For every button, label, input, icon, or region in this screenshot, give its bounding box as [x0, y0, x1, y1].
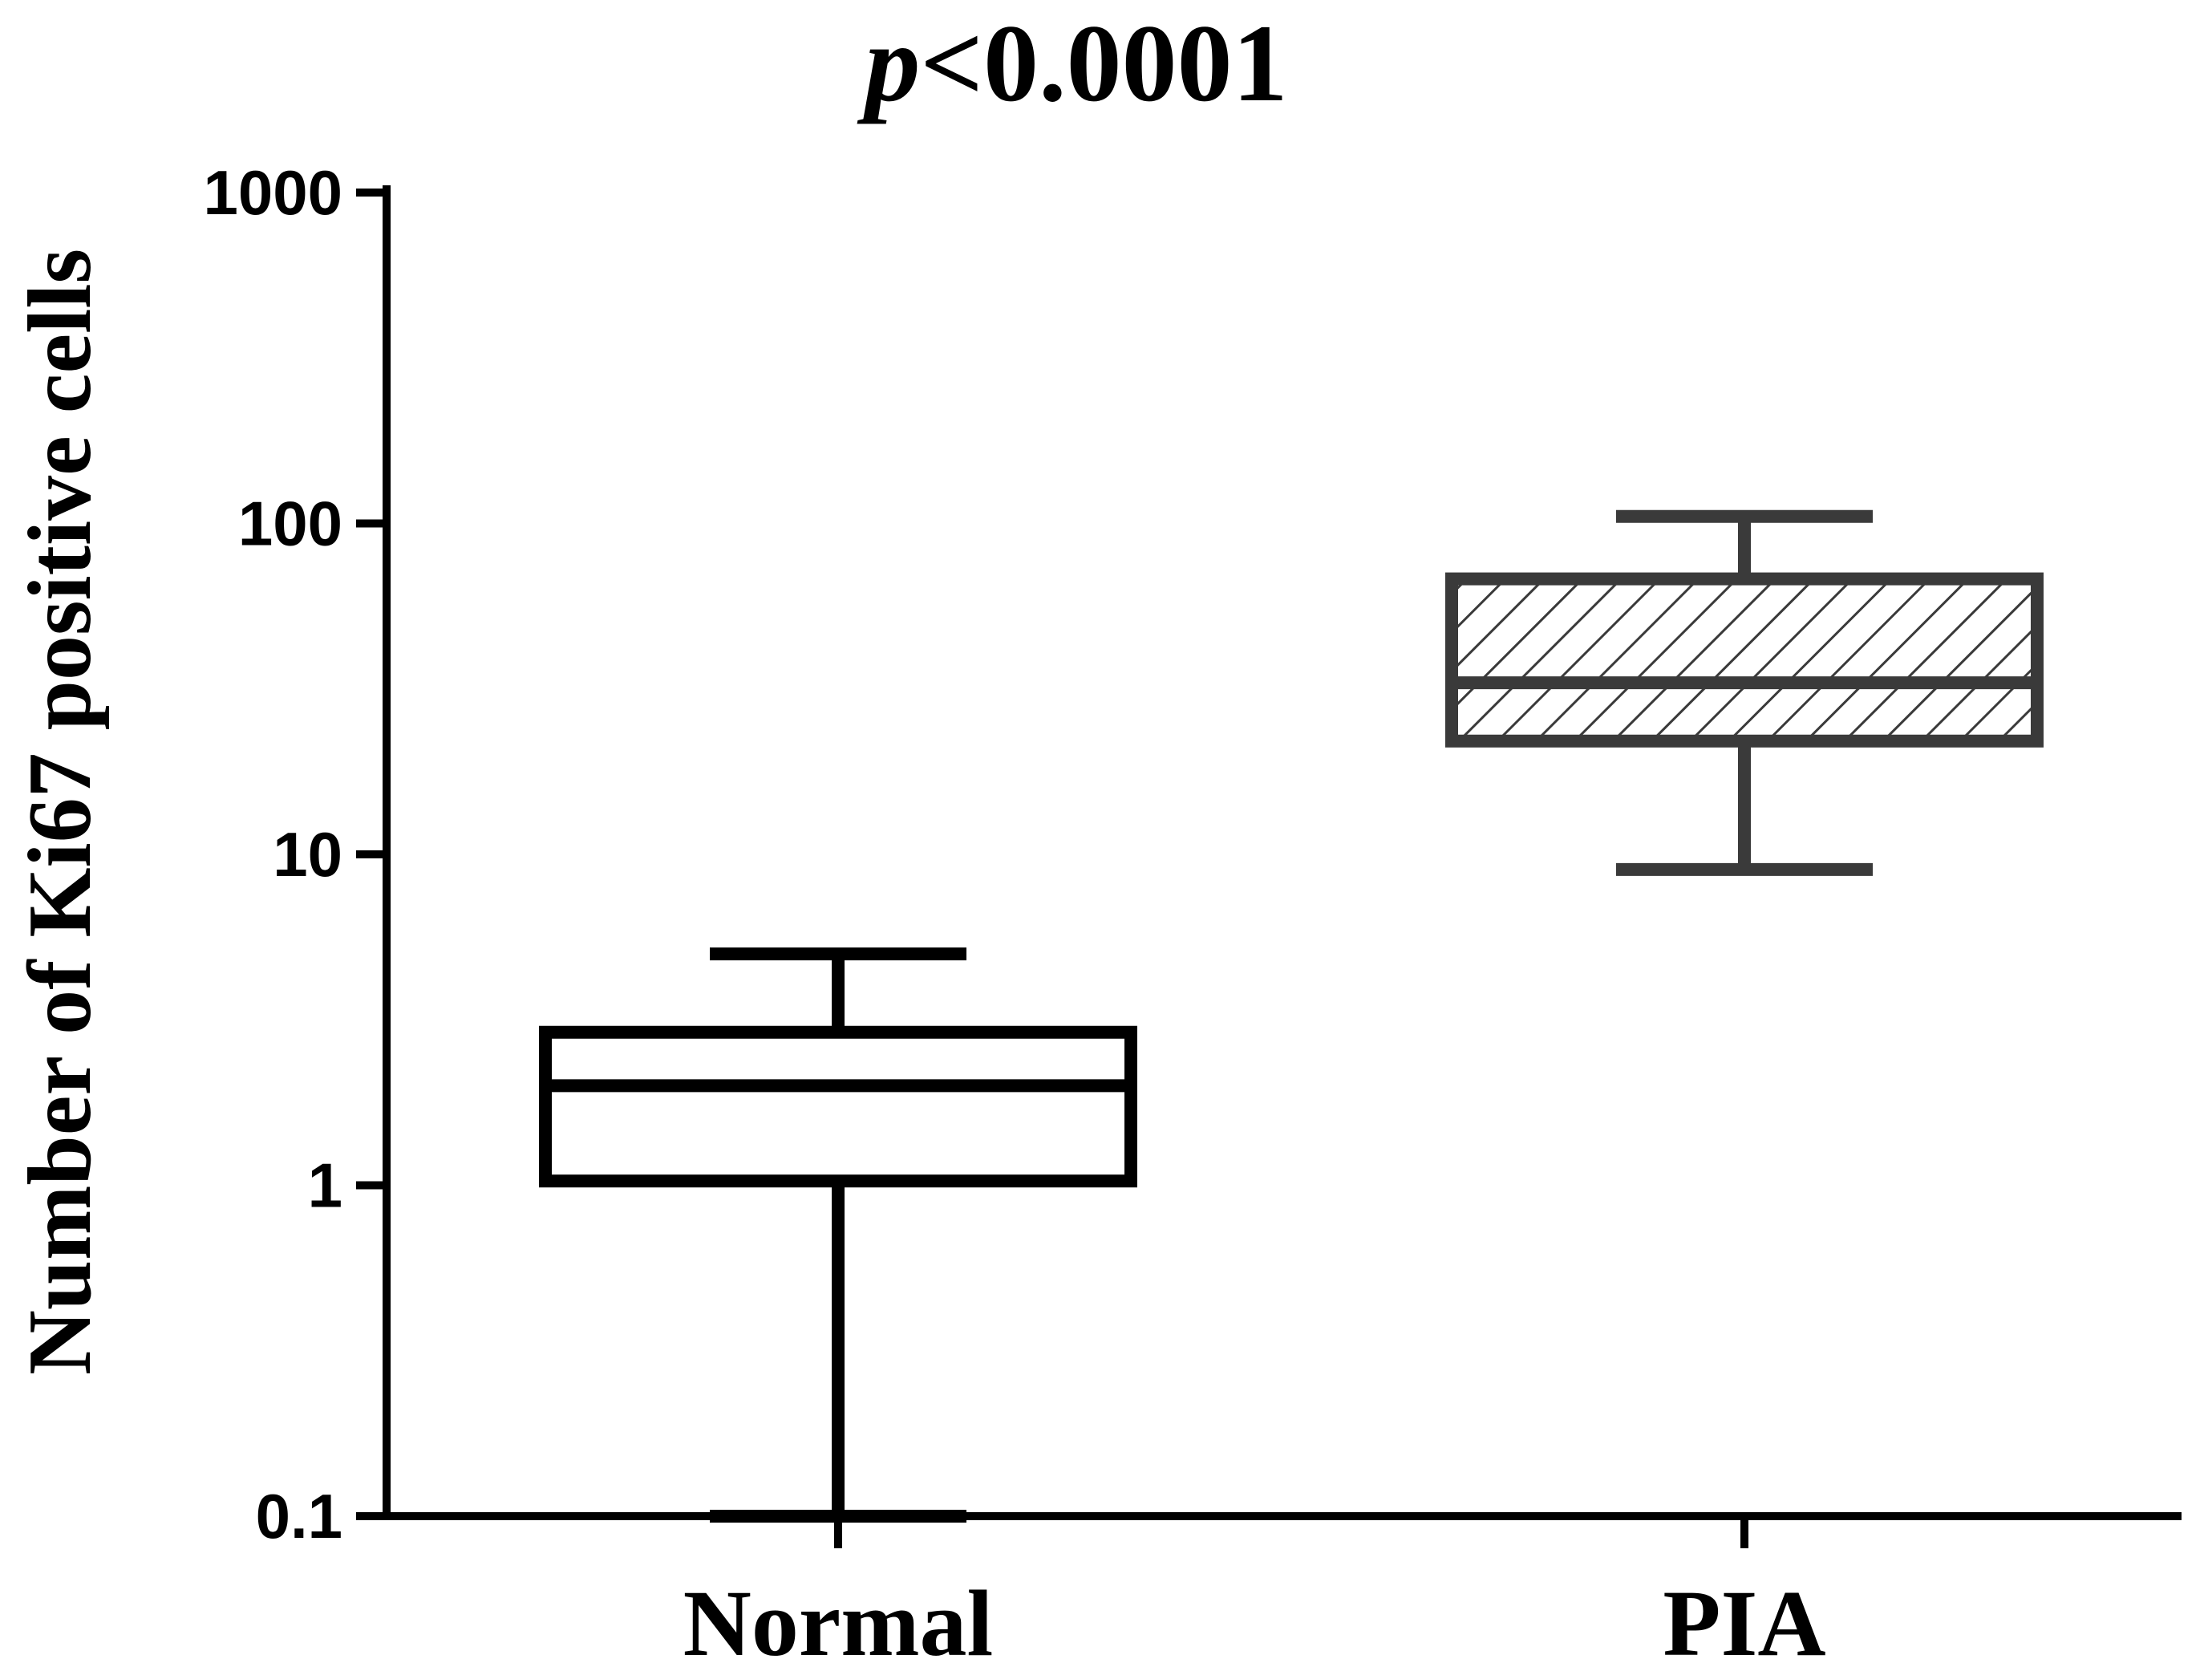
- y-tick-label-4: 1000: [203, 157, 342, 228]
- x-category-label-pia: PIA: [1663, 1571, 1825, 1667]
- box-iqr-normal: [539, 1025, 1137, 1188]
- chart-title: p<0.0001: [857, 2, 1287, 124]
- y-tick-label-1: 1: [308, 1150, 342, 1221]
- box-iqr-pia: [1445, 572, 2044, 748]
- chart-title-rest: <0.0001: [920, 2, 1287, 124]
- y-tick-label-3: 100: [238, 489, 342, 559]
- axes: [383, 185, 2182, 1520]
- x-ticks: Normal PIA: [683, 1516, 1826, 1667]
- y-axis-title: Number of Ki67 positive cells: [10, 249, 110, 1375]
- y-tick-label-0: 0.1: [256, 1481, 342, 1551]
- y-ticks: 0.1 1 10 100 1000: [203, 157, 387, 1551]
- box-normal: [539, 947, 1137, 1523]
- x-category-label-normal: Normal: [683, 1571, 994, 1667]
- y-tick-label-2: 10: [273, 819, 342, 890]
- chart-title-italic: p: [857, 2, 920, 124]
- box-pia: [1445, 509, 2044, 876]
- boxes: [539, 509, 2044, 1523]
